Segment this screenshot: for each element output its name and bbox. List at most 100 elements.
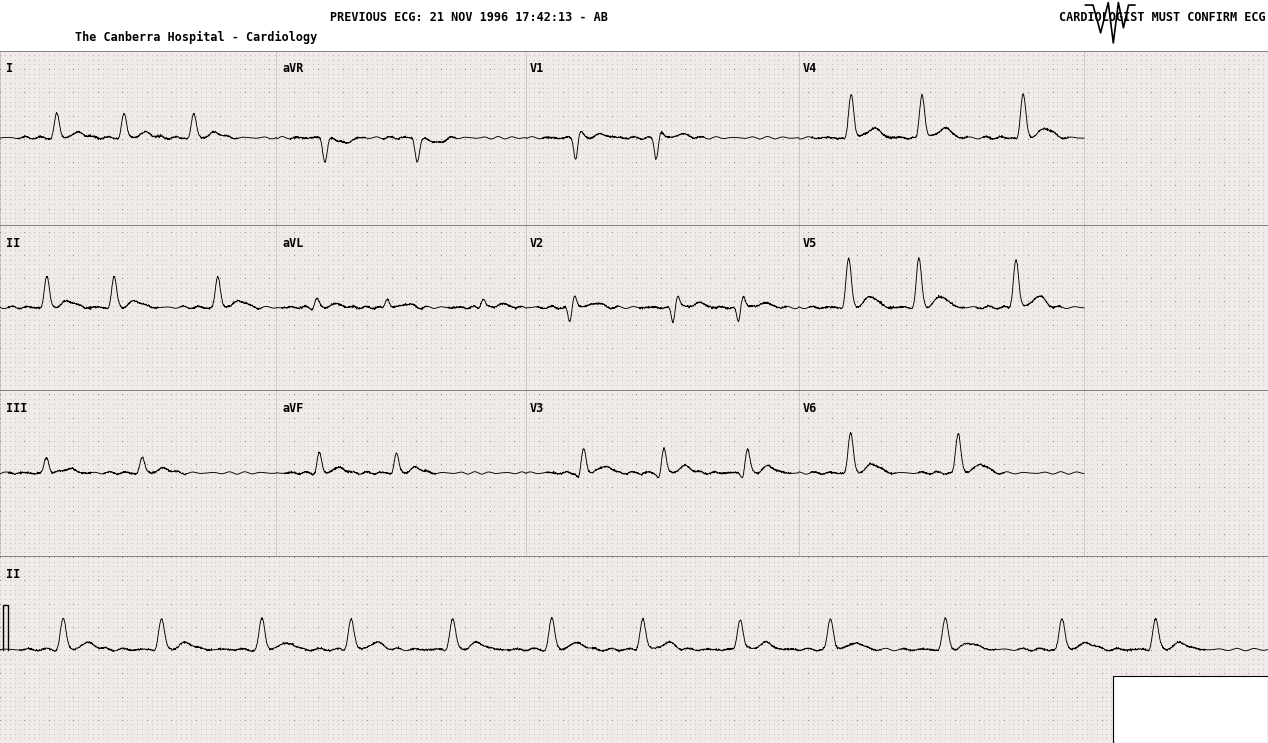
Point (1082, 653, 1102, 665)
Point (979, 644, 999, 656)
Point (768, 216, 789, 228)
Point (166, 528, 186, 540)
Point (411, 714, 431, 726)
Point (1087, 253, 1107, 265)
Point (572, 677, 592, 689)
Point (1111, 663, 1131, 675)
Point (748, 407, 768, 419)
Point (259, 565, 279, 577)
Point (1111, 640, 1131, 652)
Point (337, 551, 358, 563)
Point (890, 110, 910, 122)
Point (82, 500, 103, 512)
Point (534, 621, 554, 633)
Point (1224, 403, 1244, 415)
Point (259, 714, 279, 726)
Point (1066, 212, 1087, 224)
Point (1234, 49, 1254, 61)
Point (645, 537, 666, 549)
Point (323, 490, 344, 502)
Point (748, 184, 768, 196)
Point (955, 486, 975, 498)
Point (259, 235, 279, 247)
Point (734, 105, 754, 117)
Point (1018, 690, 1038, 702)
Point (572, 681, 592, 693)
Point (416, 570, 436, 582)
Point (543, 73, 563, 85)
Point (606, 63, 626, 75)
Point (19, 472, 39, 484)
Point (827, 677, 847, 689)
Point (156, 296, 176, 308)
Point (886, 519, 907, 531)
Point (1131, 570, 1151, 582)
Point (661, 537, 681, 549)
Point (489, 440, 510, 452)
Point (1037, 588, 1058, 600)
Point (1170, 249, 1191, 261)
Point (401, 189, 421, 201)
Point (1253, 714, 1268, 726)
Point (347, 463, 368, 475)
Point (1224, 123, 1244, 135)
Point (1155, 458, 1175, 470)
Point (935, 193, 955, 205)
Point (508, 579, 529, 591)
Point (1160, 374, 1181, 386)
Point (621, 565, 642, 577)
Point (48, 142, 68, 154)
Point (132, 733, 152, 743)
Point (935, 486, 955, 498)
Point (915, 356, 936, 368)
Point (729, 547, 749, 559)
Point (195, 477, 216, 489)
Point (1174, 82, 1194, 94)
Point (34, 356, 55, 368)
Point (156, 216, 176, 228)
Point (1087, 490, 1107, 502)
Point (469, 496, 489, 507)
Point (642, 291, 662, 303)
Point (1121, 593, 1141, 605)
Point (1145, 635, 1165, 646)
Point (1253, 667, 1268, 679)
Point (548, 626, 568, 637)
Point (219, 514, 240, 526)
Point (543, 653, 563, 665)
Point (219, 421, 240, 433)
Point (9, 510, 29, 522)
Point (103, 486, 123, 498)
Point (358, 523, 378, 535)
Point (1135, 282, 1155, 293)
Point (773, 486, 794, 498)
Point (611, 267, 631, 279)
Point (1253, 110, 1268, 122)
Point (279, 272, 299, 284)
Point (753, 533, 773, 545)
Point (185, 54, 205, 66)
Point (945, 216, 965, 228)
Point (1200, 607, 1220, 619)
Point (259, 86, 279, 98)
Point (842, 644, 862, 656)
Point (1205, 579, 1225, 591)
Point (430, 314, 450, 326)
Point (132, 63, 152, 75)
Point (1243, 142, 1263, 154)
Point (156, 644, 176, 656)
Point (495, 510, 515, 522)
Point (503, 170, 524, 182)
Point (592, 565, 612, 577)
Point (803, 714, 823, 726)
Point (910, 458, 931, 470)
Point (455, 403, 476, 415)
Point (332, 356, 353, 368)
Point (650, 193, 671, 205)
Point (455, 86, 476, 98)
Point (921, 616, 941, 628)
Point (572, 193, 592, 205)
Point (74, 709, 94, 721)
Point (1131, 166, 1151, 178)
Point (685, 704, 705, 716)
